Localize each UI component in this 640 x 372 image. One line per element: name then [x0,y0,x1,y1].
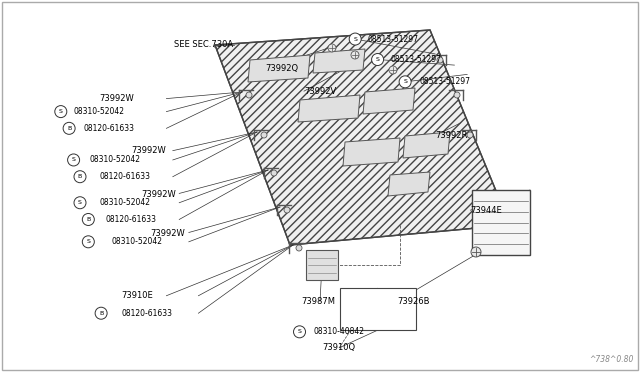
Text: 73910E: 73910E [122,291,154,300]
Circle shape [74,171,86,183]
Polygon shape [248,55,310,82]
Text: B: B [99,311,103,316]
Polygon shape [215,30,510,245]
Text: 73992V: 73992V [304,87,336,96]
Text: 08310-52042: 08310-52042 [99,198,150,207]
Circle shape [294,326,305,338]
Circle shape [437,57,443,63]
Text: S: S [78,200,82,205]
Bar [472,190,530,255]
Circle shape [467,132,473,138]
Text: 08120-61633: 08120-61633 [99,172,150,181]
Polygon shape [363,88,415,114]
Circle shape [261,132,267,138]
Circle shape [68,154,79,166]
Text: B: B [78,174,82,179]
Text: 08310-52042: 08310-52042 [90,155,141,164]
Text: S: S [72,157,76,163]
Circle shape [399,76,411,88]
Circle shape [284,207,290,213]
Circle shape [95,307,107,319]
Text: B: B [86,217,90,222]
Circle shape [349,33,361,45]
Polygon shape [298,95,360,122]
Text: ^738^0.80: ^738^0.80 [589,355,634,364]
Text: 73992W: 73992W [141,190,175,199]
Circle shape [296,245,302,251]
Text: 08513-51297: 08513-51297 [368,35,419,44]
Text: S: S [353,36,357,42]
Polygon shape [403,132,450,158]
Circle shape [454,92,460,98]
Bar [306,250,338,280]
Circle shape [372,54,383,65]
Circle shape [55,106,67,118]
Circle shape [471,247,481,257]
Text: 08513-51297: 08513-51297 [419,77,470,86]
Polygon shape [313,49,365,73]
Text: 73992W: 73992W [150,229,185,238]
Circle shape [271,170,277,176]
Text: S: S [298,329,301,334]
Text: 08310-40842: 08310-40842 [314,327,365,336]
Text: S: S [59,109,63,114]
Text: 73992Q: 73992Q [266,64,299,73]
Text: S: S [376,57,380,62]
Text: SEE SEC.730A: SEE SEC.730A [175,40,234,49]
Text: 73992W: 73992W [99,94,134,103]
Text: 73944E: 73944E [470,206,502,215]
Text: 73926B: 73926B [397,297,429,306]
Polygon shape [388,172,430,196]
Text: S: S [86,239,90,244]
Circle shape [63,122,75,134]
Circle shape [246,92,252,98]
Text: 08513-51297: 08513-51297 [390,55,442,64]
Text: B: B [67,126,71,131]
Text: 73987M: 73987M [301,297,335,306]
Text: 73992W: 73992W [131,146,166,155]
Circle shape [328,44,336,52]
Text: 08120-61633: 08120-61633 [83,124,134,133]
Circle shape [351,51,359,59]
Text: S: S [403,79,407,84]
Text: 08120-61633: 08120-61633 [122,309,173,318]
Text: 08310-52042: 08310-52042 [74,107,125,116]
Circle shape [389,66,397,74]
Text: 73992R: 73992R [435,131,468,140]
Circle shape [83,214,94,225]
Text: 08310-52042: 08310-52042 [112,237,163,246]
Polygon shape [343,138,400,166]
Bar [340,288,416,330]
Circle shape [74,197,86,209]
Text: 73910Q: 73910Q [323,343,356,352]
Circle shape [83,236,94,248]
Text: 08120-61633: 08120-61633 [106,215,157,224]
